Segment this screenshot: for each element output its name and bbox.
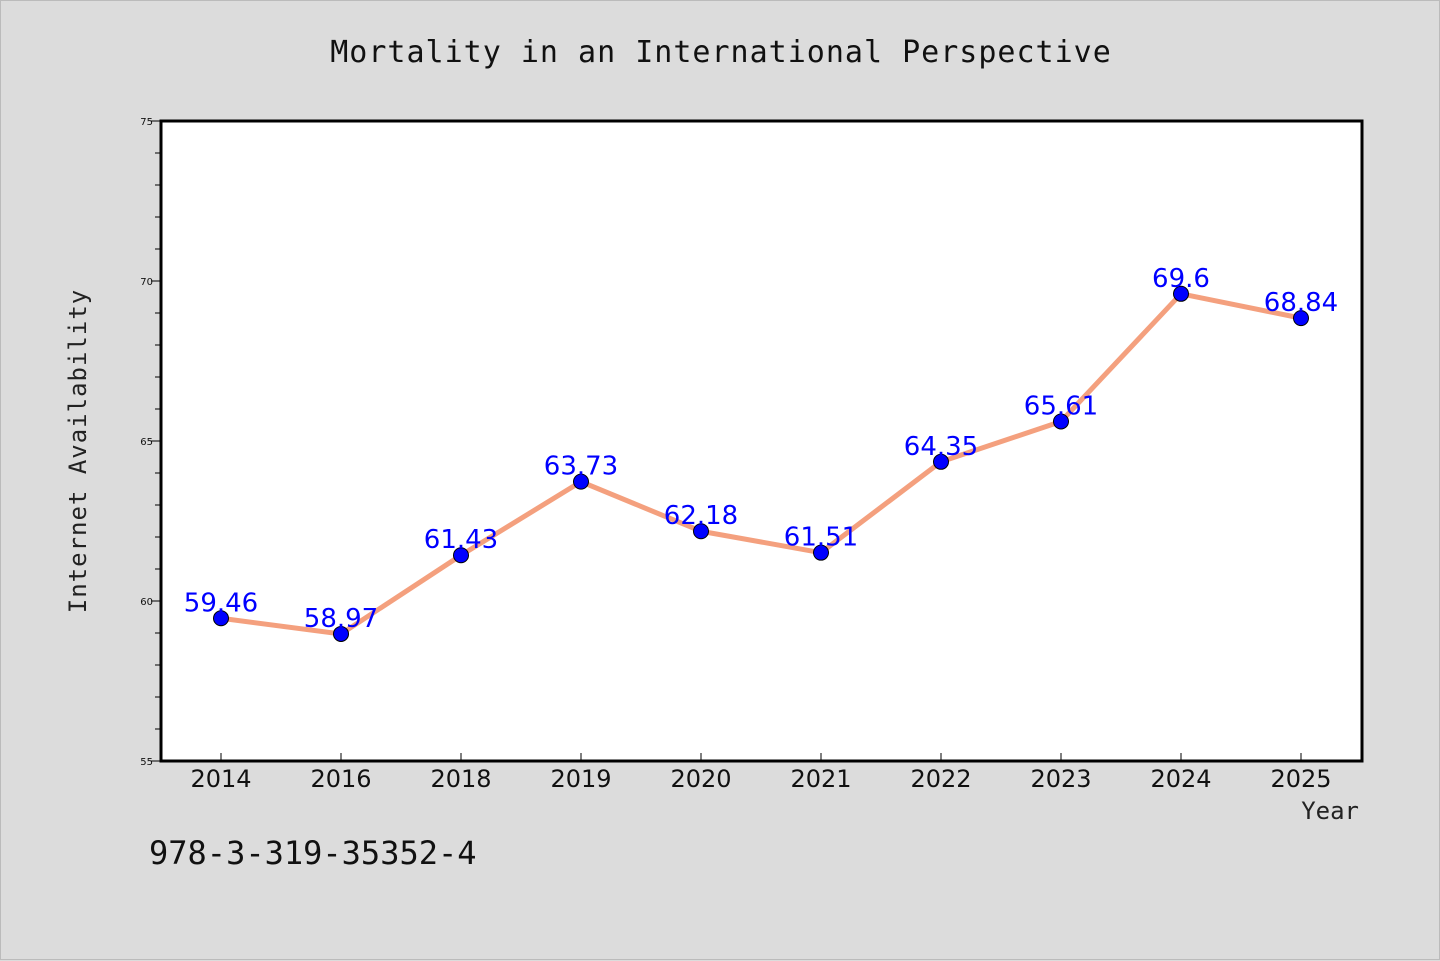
data-label: 69.6 [1152, 264, 1210, 294]
data-point [933, 453, 949, 470]
footer-text: 978-3-319-35352-4 [149, 834, 477, 872]
data-label: 61.43 [424, 525, 498, 555]
data-point [1053, 413, 1069, 430]
data-label: 65.61 [1024, 391, 1098, 421]
x-tick-label: 2019 [550, 765, 611, 793]
data-point [1293, 310, 1309, 327]
data-label: 58.97 [304, 604, 378, 634]
data-label: 62.18 [664, 501, 738, 531]
x-tick-label: 2020 [670, 765, 731, 793]
data-point [573, 473, 589, 490]
data-label: 59.46 [184, 588, 258, 618]
y-tick-label: 65 [140, 437, 153, 448]
x-axis-label: Year [1301, 797, 1359, 825]
data-point [333, 625, 349, 642]
data-label: 68.84 [1264, 288, 1338, 318]
x-tick-label: 2025 [1270, 765, 1331, 793]
plot-frame [159, 119, 1364, 763]
x-tick-label: 2022 [910, 765, 971, 793]
data-label: 63.73 [544, 452, 618, 482]
chart-title: Mortality in an International Perspectiv… [330, 35, 1112, 70]
y-tick-label: 60 [140, 597, 153, 608]
x-tick-label: 2016 [310, 765, 371, 793]
data-point [1173, 285, 1189, 302]
y-tick-label: 75 [140, 117, 153, 128]
x-tick-label: 2014 [190, 765, 251, 793]
y-tick-label: 70 [140, 277, 153, 288]
series-line [218, 291, 1304, 637]
x-tick-label: 2021 [790, 765, 851, 793]
data-point [453, 547, 469, 564]
data-label: 61.51 [784, 523, 858, 553]
x-tick-label: 2018 [430, 765, 491, 793]
data-point [813, 544, 829, 561]
x-tick-label: 2023 [1030, 765, 1091, 793]
data-point [693, 523, 709, 540]
x-tick-label: 2024 [1150, 765, 1211, 793]
data-label: 64.35 [904, 432, 978, 462]
y-tick-label: 55 [140, 757, 153, 768]
data-point [213, 610, 229, 627]
